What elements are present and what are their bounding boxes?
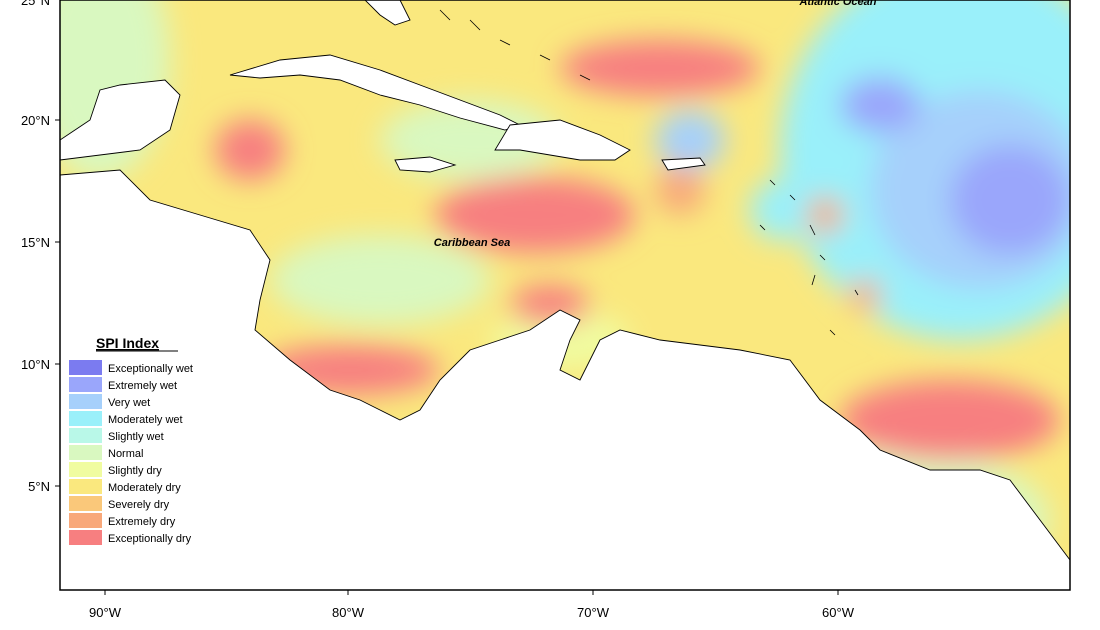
- land-jamaica: [394, 156, 457, 173]
- legend-swatch: [69, 360, 102, 375]
- lon-label-70w: 70°W: [577, 605, 610, 620]
- axis-ticks: [55, 119, 839, 595]
- spi-extremely-dry-pr: [655, 165, 705, 215]
- place-label-atlantic-ocean: Atlantic Ocean: [798, 0, 876, 8]
- lat-label-15n: 15°N: [21, 235, 50, 250]
- legend-swatch: [69, 462, 102, 477]
- legend-label: Extremely dry: [108, 516, 176, 528]
- legend-swatch: [69, 479, 102, 494]
- legend-label: Exceptionally dry: [108, 533, 192, 545]
- legend-swatch: [69, 530, 102, 545]
- spi-extremely-wet-atlantic: [950, 145, 1070, 255]
- legend-label: Very wet: [108, 397, 150, 409]
- legend-swatch: [69, 428, 102, 443]
- spi-extremely-wet-north: [840, 77, 920, 133]
- legend-swatch: [69, 513, 102, 528]
- spi-extremely-dry-barbados: [849, 279, 881, 311]
- legend-title: SPI Index: [96, 335, 159, 351]
- islands: [439, 9, 859, 336]
- lat-label-25n: 25°N: [21, 0, 50, 8]
- legend-label: Moderately wet: [108, 414, 183, 426]
- land-central-america: [60, 79, 1070, 590]
- spi-exceptionally-dry-caribbean: [435, 177, 635, 253]
- place-label-caribbean-sea: Caribbean Sea: [434, 237, 510, 249]
- spi-extremely-dry-guadeloupe: [807, 197, 843, 233]
- legend-label: Slightly wet: [108, 431, 164, 443]
- legend-swatch: [69, 394, 102, 409]
- land-hispaniola: [494, 119, 631, 161]
- lon-label-60w: 60°W: [822, 605, 855, 620]
- legend-swatch: [69, 445, 102, 460]
- island-chain-lesser-antilles: [759, 179, 859, 336]
- legend-label: Extremely wet: [108, 380, 177, 392]
- legend-swatch: [69, 411, 102, 426]
- legend-label: Exceptionally wet: [108, 363, 193, 375]
- spi-very-wet-prvi: [655, 110, 725, 170]
- spi-exceptionally-dry-yucatan: [215, 120, 285, 180]
- land-puerto-rico: [661, 157, 706, 171]
- legend-label: Severely dry: [108, 499, 170, 511]
- land-florida: [364, 0, 411, 26]
- lon-label-80w: 80°W: [332, 605, 365, 620]
- legend: SPI Index Exceptionally wet Extremely wet…: [69, 335, 193, 545]
- island-chain-bahamas: [439, 9, 591, 81]
- lat-label-10n: 10°N: [21, 357, 50, 372]
- spi-exceptionally-dry-bahamas: [560, 40, 760, 96]
- legend-label: Normal: [108, 448, 143, 460]
- spi-field: [60, 0, 1070, 590]
- legend-label: Moderately dry: [108, 482, 181, 494]
- lat-label-5n: 5°N: [28, 479, 50, 494]
- spi-exceptionally-dry-guianas: [840, 380, 1060, 460]
- lat-label-20n: 20°N: [21, 113, 50, 128]
- legend-items: Exceptionally wet Extremely wet Very wet Mo…: [69, 360, 193, 545]
- map-frame: [59, 0, 1071, 591]
- landmasses: [60, 0, 1070, 590]
- legend-swatch: [69, 377, 102, 392]
- legend-swatch: [69, 496, 102, 511]
- spi-moderately-wet-antilles: [750, 180, 810, 240]
- lon-label-90w: 90°W: [89, 605, 122, 620]
- legend-label: Slightly dry: [108, 465, 162, 477]
- spi-normal-central: [270, 235, 490, 325]
